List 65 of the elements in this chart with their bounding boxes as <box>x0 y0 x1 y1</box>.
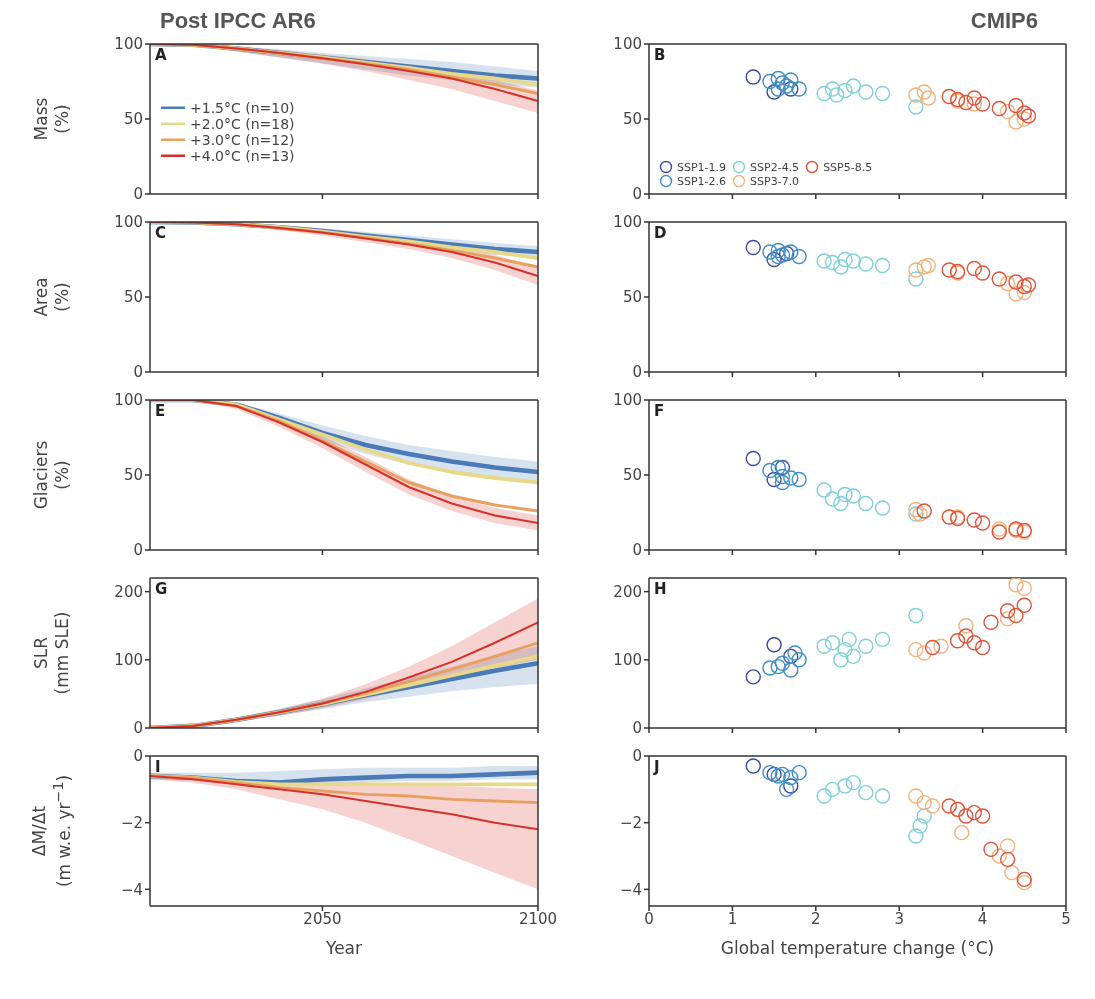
y-tick-label: 100 <box>613 35 642 54</box>
text: CMIP6 <box>970 8 1038 34</box>
y-tick-label: 0 <box>133 185 143 204</box>
legend-label: SSP1-1.9 <box>677 160 727 174</box>
y-tick-label: 0 <box>632 541 642 560</box>
chart-title: B <box>654 46 666 64</box>
legend-label: SSP3-7.0 <box>750 174 800 188</box>
x-tick-label: 2 <box>811 909 821 928</box>
x-tick-label: 4 <box>977 909 988 928</box>
x-tick-label: 2100 <box>518 909 558 928</box>
y-tick-label: −2 <box>619 813 642 832</box>
chart-title: F <box>654 402 665 420</box>
y-tick-label: 0 <box>632 747 642 766</box>
y-tick-label: −4 <box>120 880 143 899</box>
y-tick-label: 200 <box>613 582 642 601</box>
legend-label: SSP2-4.5 <box>750 160 800 174</box>
x-tick-label: 1 <box>727 909 738 928</box>
legend-label: +1.5°C (n=10) <box>190 99 295 116</box>
legend-label: +3.0°C (n=12) <box>190 131 295 148</box>
y-tick-label: −4 <box>619 880 642 899</box>
y-axis-title: Glaciers (%) <box>30 440 73 510</box>
y-tick-label: 50 <box>622 466 642 485</box>
y-tick-label: −2 <box>120 813 143 832</box>
chart-title: J <box>654 758 660 776</box>
chart-title: C <box>155 224 167 242</box>
y-tick-label: 50 <box>123 466 143 485</box>
y-tick-label: 100 <box>613 651 642 670</box>
x-axis-title: Year <box>325 938 363 958</box>
x-tick-label: 0 <box>644 909 654 928</box>
y-tick-label: 100 <box>613 391 642 410</box>
y-tick-label: 50 <box>622 110 642 129</box>
y-tick-label: 0 <box>632 363 642 382</box>
y-axis-title: Area (%) <box>30 277 73 317</box>
x-tick-label: 5 <box>1061 909 1071 928</box>
x-tick-label: 2050 <box>303 909 342 928</box>
y-tick-label: 0 <box>133 747 143 766</box>
legend-label: +4.0°C (n=13) <box>190 147 295 164</box>
y-tick-label: 50 <box>123 288 143 307</box>
y-tick-label: 0 <box>632 719 642 738</box>
legend-label: SSP5-8.5 <box>823 160 873 174</box>
chart-title: E <box>155 402 166 420</box>
y-tick-label: 50 <box>622 288 642 307</box>
y-tick-label: 100 <box>114 391 143 410</box>
chart-title: D <box>654 224 667 242</box>
y-tick-label: 100 <box>114 651 143 670</box>
y-tick-label: 200 <box>114 582 143 601</box>
x-axis-title: Global temperature change (°C) <box>719 938 996 958</box>
y-tick-label: 50 <box>123 110 143 129</box>
x-tick-label: 3 <box>894 909 904 928</box>
y-axis-title: Mass (%) <box>30 97 73 141</box>
y-tick-label: 100 <box>114 213 143 232</box>
y-tick-label: 0 <box>632 185 642 204</box>
y-tick-label: 0 <box>133 541 143 560</box>
chart-title: I <box>155 758 161 776</box>
y-tick-label: 100 <box>613 213 642 232</box>
y-tick-label: 0 <box>133 719 143 738</box>
chart-title: H <box>654 580 667 598</box>
chart-title: A <box>155 46 167 64</box>
legend-label: SSP1-2.6 <box>677 174 727 188</box>
text: Post IPCC AR6 <box>160 8 316 34</box>
y-axis-title: SLR (mm SLE) <box>30 611 73 695</box>
y-tick-label: 100 <box>114 35 143 54</box>
y-tick-label: 0 <box>133 363 143 382</box>
chart-title: G <box>155 580 168 598</box>
legend-label: +2.0°C (n=18) <box>190 115 295 132</box>
